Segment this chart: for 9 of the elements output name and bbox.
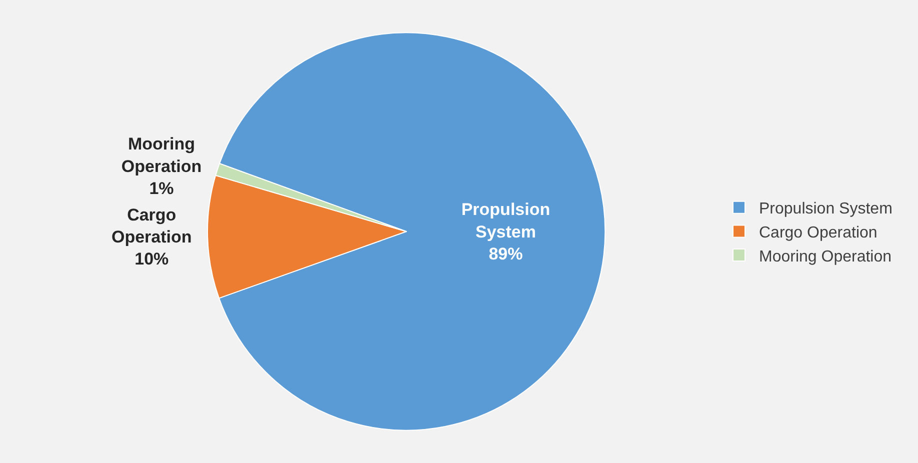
- data-label: 89%: [488, 244, 523, 264]
- slice-label: Cargo Operation: [111, 205, 192, 247]
- data-label: 10%: [134, 250, 169, 269]
- legend-label: Cargo Operation: [759, 224, 878, 242]
- slice-label: Propulsion System: [461, 200, 550, 242]
- data-label: 1%: [149, 178, 174, 198]
- legend-label: Propulsion System: [759, 200, 892, 218]
- slice-label: Mooring Operation: [121, 134, 202, 176]
- legend-label: Mooring Operation: [759, 248, 892, 266]
